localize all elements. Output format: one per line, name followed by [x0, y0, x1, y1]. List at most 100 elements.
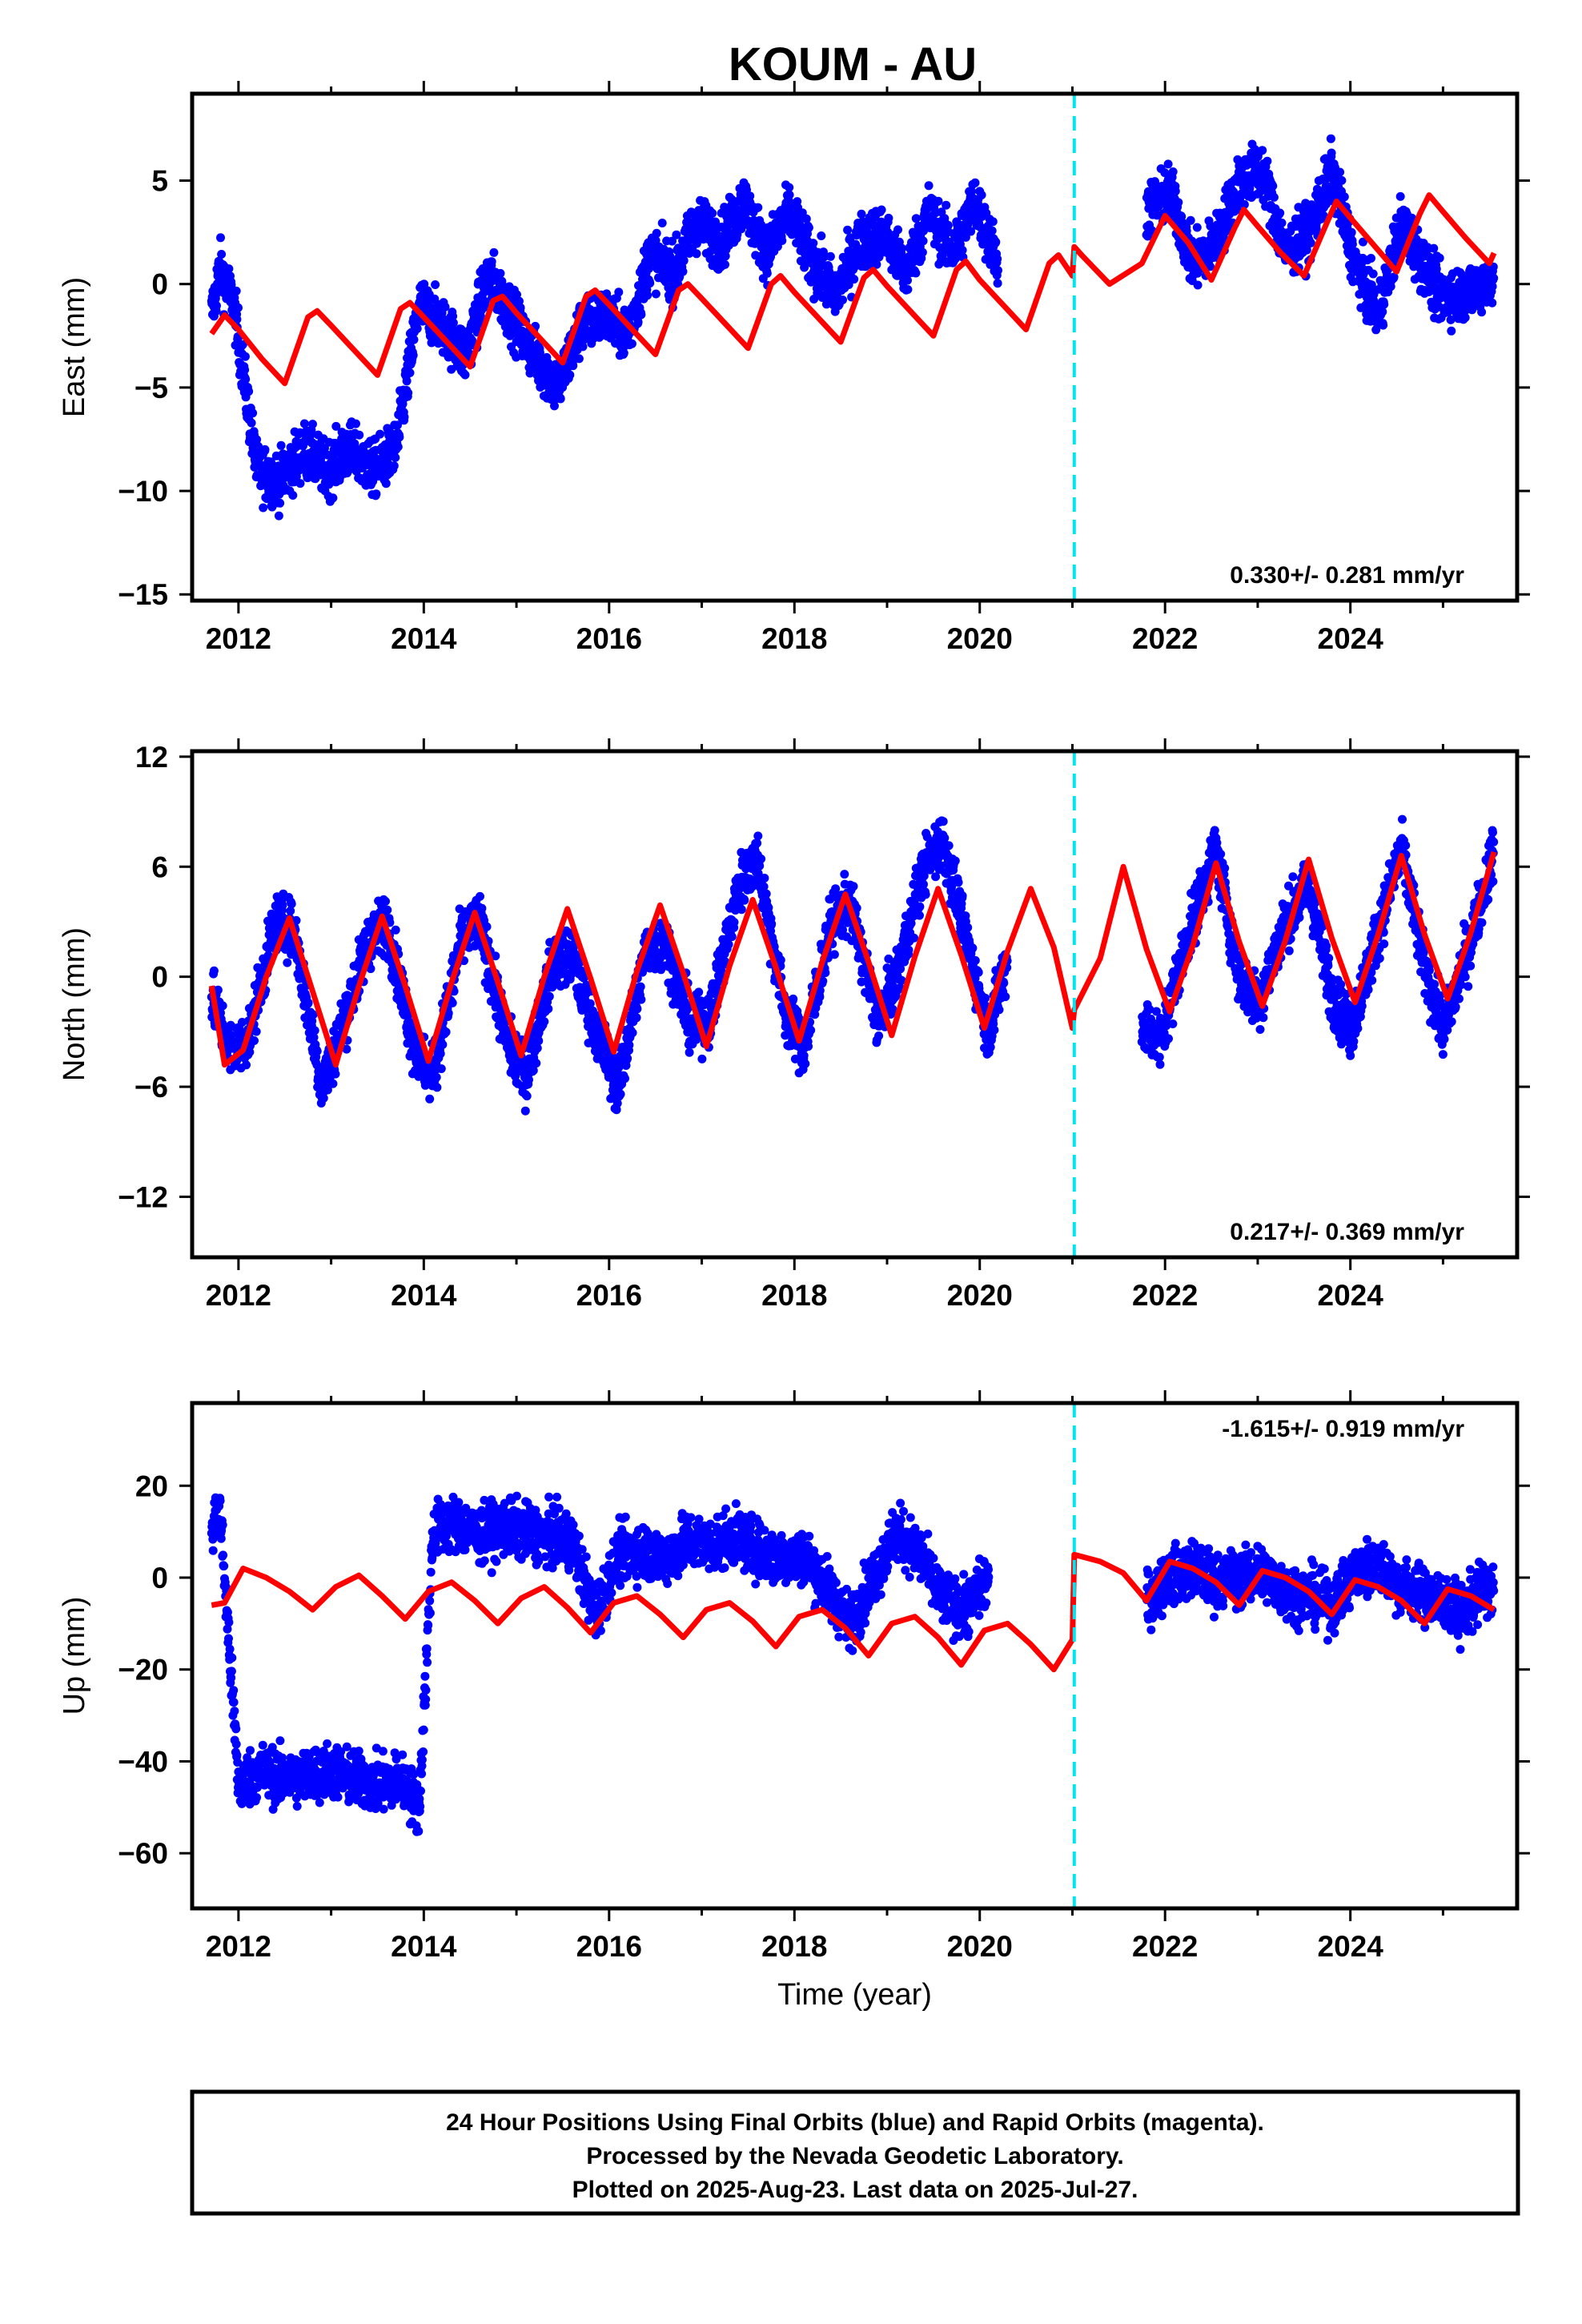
data-point	[785, 190, 794, 199]
data-point	[1489, 273, 1499, 283]
data-point	[1206, 262, 1215, 271]
data-point	[432, 1083, 442, 1092]
data-point	[1193, 280, 1203, 290]
data-point	[482, 922, 492, 931]
data-point	[993, 254, 1002, 263]
data-point	[1368, 269, 1378, 279]
data-point	[550, 401, 559, 411]
data-point	[958, 245, 967, 255]
y-tick-label: −10	[118, 475, 168, 508]
data-point	[324, 480, 334, 489]
data-point	[248, 408, 258, 418]
data-point	[1327, 148, 1336, 158]
data-point	[619, 348, 628, 358]
data-point	[328, 493, 338, 503]
data-point	[1477, 308, 1487, 317]
data-point	[917, 247, 927, 257]
data-point	[351, 419, 360, 428]
data-point	[1379, 300, 1389, 309]
panel-1: 2012 2014 2016 2018 2020 2022 202450−5−10−15Ea…	[58, 81, 1530, 655]
data-point	[1378, 307, 1387, 316]
data-point	[556, 394, 565, 404]
data-point	[211, 290, 221, 300]
data-point	[668, 236, 677, 246]
data-point	[274, 511, 283, 521]
data-point	[375, 429, 385, 439]
data-point	[1326, 134, 1335, 143]
data-point	[1460, 313, 1470, 323]
data-point	[1339, 192, 1349, 202]
data-point	[678, 267, 688, 276]
data-point	[532, 1059, 541, 1068]
data-point	[241, 375, 251, 384]
data-point	[934, 196, 943, 206]
data-point	[232, 315, 242, 324]
data-point	[1239, 199, 1249, 209]
panel-2: 2012 2014 2016 2018 2020 2022 20241260−6−12Nor…	[58, 738, 1530, 1312]
data-point	[234, 303, 243, 312]
data-point	[1192, 223, 1202, 232]
data-point	[967, 187, 977, 196]
data-point	[477, 903, 487, 913]
data-point	[897, 243, 906, 253]
data-point	[489, 247, 499, 257]
data-point	[391, 925, 400, 935]
data-point	[614, 287, 624, 297]
data-point	[216, 233, 225, 243]
data-point	[1269, 192, 1279, 202]
data-point	[404, 388, 413, 398]
data-point	[1245, 183, 1255, 193]
data-point	[809, 239, 818, 248]
data-point	[242, 1060, 251, 1070]
data-point	[884, 213, 893, 223]
data-point	[245, 1047, 255, 1057]
data-point	[209, 966, 219, 975]
data-point	[903, 285, 913, 294]
x-tick-label: 2022	[1132, 622, 1198, 655]
velocity-annotation: 0.330+/- 0.281 mm/yr	[1230, 562, 1464, 589]
data-point	[966, 227, 976, 236]
data-point	[987, 226, 997, 235]
data-point	[796, 256, 805, 266]
plot-frame	[190, 91, 1520, 603]
data-point	[520, 1106, 530, 1116]
data-point	[872, 259, 881, 269]
data-point	[400, 412, 409, 422]
data-point	[436, 1064, 446, 1073]
data-point	[212, 301, 221, 311]
data-point	[838, 296, 847, 304]
x-tick-label: 2012	[206, 622, 271, 655]
data-point	[1277, 218, 1287, 227]
data-point	[1389, 272, 1399, 282]
data-point	[942, 200, 951, 210]
data-point	[1447, 326, 1456, 336]
data-point	[1359, 237, 1367, 247]
data-point	[395, 432, 404, 442]
data-point	[1435, 253, 1444, 263]
data-point	[1488, 298, 1497, 308]
data-point	[383, 905, 392, 915]
plot-area	[192, 94, 1517, 601]
data-point	[652, 228, 661, 238]
data-point	[574, 354, 584, 364]
data-point	[1268, 181, 1278, 191]
data-point	[310, 1026, 319, 1035]
y-tick-label: −5	[135, 372, 168, 404]
data-point	[1347, 227, 1356, 237]
data-point	[721, 251, 730, 261]
data-point	[288, 491, 298, 500]
data-point	[1275, 208, 1285, 218]
data-point	[408, 351, 418, 360]
data-point	[1302, 245, 1311, 255]
data-point	[238, 340, 247, 349]
data-point	[331, 1069, 340, 1079]
data-point	[1319, 211, 1328, 220]
data-point	[412, 324, 422, 333]
data-point	[278, 900, 287, 910]
data-point	[391, 452, 400, 462]
data-point	[844, 280, 853, 289]
data-point	[777, 236, 787, 245]
data-point	[476, 891, 484, 901]
data-point	[438, 1039, 448, 1049]
data-point	[877, 205, 886, 215]
